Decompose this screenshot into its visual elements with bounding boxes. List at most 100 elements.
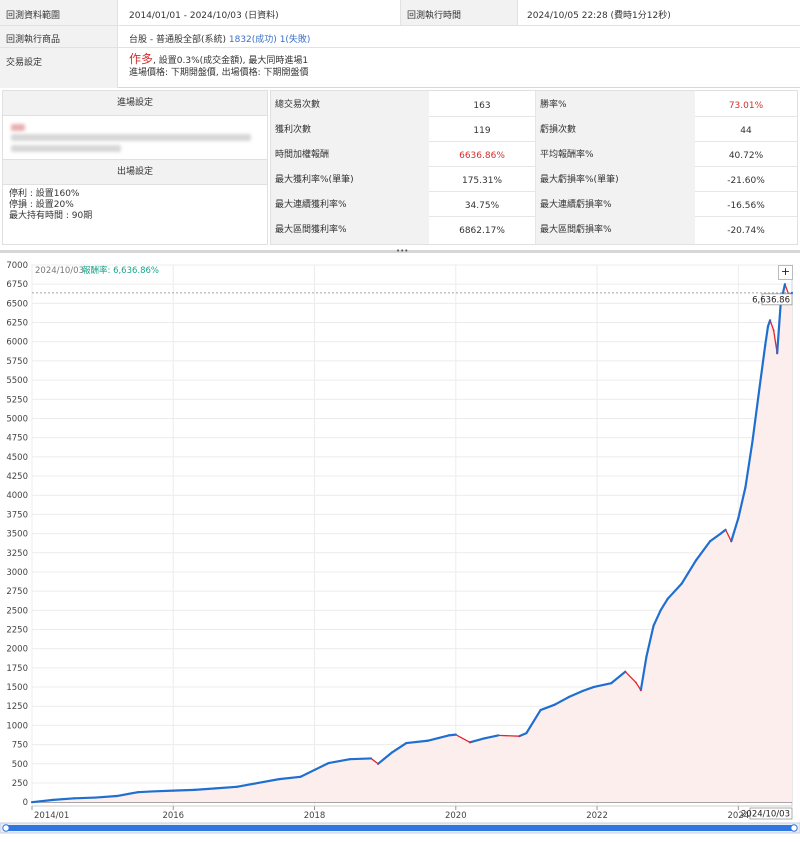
equity-segment-up — [299, 768, 316, 778]
stat-value: 6862.17% — [459, 226, 505, 236]
equity-point — [764, 344, 767, 347]
equity-point — [751, 440, 754, 443]
crosshair-date-text: 2024/10/03 — [741, 810, 790, 820]
equity-segment-up — [758, 344, 767, 389]
y-tick-label: 5750 — [6, 357, 28, 367]
product-label: 回測執行商品 — [0, 26, 118, 48]
stats-row: 時間加權報酬 6636.86% 平均報酬率% 40.72% — [271, 141, 797, 167]
equity-point — [483, 737, 485, 740]
y-tick-label: 7000 — [6, 261, 28, 271]
range-left-handle[interactable] — [2, 824, 10, 832]
product-success-link[interactable]: 1832(成功) — [228, 35, 277, 45]
stat-value: 163 — [473, 101, 491, 111]
exit-max-hold: 最大持有時間 : 90期 — [9, 211, 93, 221]
equity-point — [695, 559, 697, 562]
summary-section: 進場設定 出場設定 停利 : 設置160% 停損 : 設置20% 最大持有時間 … — [2, 90, 798, 245]
stats-row: 最大獲利率%(單筆) 175.31% 最大虧損率%(單筆) -21.60% — [271, 166, 797, 192]
product-fail-link[interactable]: 1(失敗) — [279, 35, 311, 45]
equity-point — [784, 283, 786, 286]
stats-row: 獲利次數 119 虧損次數 44 — [271, 116, 797, 142]
y-tick-label: 4250 — [6, 472, 28, 482]
equity-segment-up — [256, 778, 281, 785]
y-tick-label: 2250 — [6, 626, 28, 636]
stat-label: 最大連續獲利率% — [271, 191, 429, 216]
equity-point — [645, 655, 648, 658]
equity-point — [791, 291, 793, 294]
equity-segment-up — [581, 685, 595, 692]
last-value-tag — [761, 293, 793, 306]
y-tick-label: 4750 — [6, 434, 28, 444]
return-chart-svg: 0 250 500 750 1000 1250 1500 1750 2000 2250 2500 27… — [0, 261, 800, 834]
equity-segment-up — [482, 734, 500, 740]
stat-value: -16.56% — [727, 201, 765, 211]
equity-point — [680, 582, 683, 585]
equity-segment-up — [652, 609, 662, 627]
equity-point — [313, 769, 316, 771]
equity-segment-up — [115, 791, 140, 798]
exit-take-profit: 停利 : 設置160% — [9, 189, 80, 199]
exit-settings-header: 出場設定 — [3, 159, 267, 185]
equity-point — [214, 787, 217, 790]
equity-segment-down — [497, 734, 521, 737]
y-tick-label: 250 — [12, 779, 28, 789]
equity-segment-up — [764, 325, 770, 347]
equity-segment-up — [659, 597, 669, 612]
grip-icon[interactable]: ••• — [396, 247, 409, 255]
equity-point — [327, 762, 330, 764]
equity-point — [31, 801, 33, 804]
entry-settings-redacted — [3, 116, 267, 159]
x-tick-label: 2016 — [162, 811, 184, 821]
equity-point — [497, 734, 500, 737]
y-tick-label: 2750 — [6, 587, 28, 597]
range-right-handle[interactable] — [790, 824, 798, 832]
exit-stop-loss: 停損 : 設置20% — [9, 200, 74, 210]
equity-segment-up — [639, 655, 648, 692]
equity-segment-up — [766, 319, 772, 328]
equity-point — [278, 778, 281, 781]
y-tick-label: 3250 — [6, 549, 28, 559]
equity-point — [767, 325, 769, 328]
equity-area — [32, 284, 792, 803]
stat-label: 總交易次數 — [271, 91, 429, 116]
equity-point — [405, 742, 408, 744]
stat-label: 虧損次數 — [535, 116, 695, 141]
x-tick-label: 2022 — [586, 811, 608, 821]
trade-value: 作多, 設置0.3%(成交金額), 最大同時進場1 進場價格: 下期開盤價, 出… — [129, 52, 309, 78]
equity-segment-up — [447, 733, 457, 737]
exec-time-value: 2024/10/05 22:28 (費時1分12秒) — [527, 11, 671, 21]
settings-panel: 進場設定 出場設定 停利 : 設置160% 停損 : 設置20% 最大持有時間 … — [2, 90, 268, 245]
equity-point — [469, 741, 471, 744]
equity-point — [370, 757, 372, 760]
equity-point — [377, 762, 379, 765]
equity-point — [193, 788, 196, 791]
equity-segment-up — [518, 731, 528, 738]
equity-point — [94, 796, 97, 799]
equity-segment-up — [468, 737, 486, 744]
stats-row: 總交易次數 163 勝率% 73.01% — [271, 91, 797, 117]
info-row-range: 回測資料範圍 2014/01/01 - 2024/10/03 (日資料) 回測執… — [0, 0, 800, 25]
range-scrollbar-thumb[interactable] — [6, 825, 794, 831]
equity-segment-up — [214, 785, 238, 790]
equity-point — [758, 386, 761, 389]
equity-segment-up — [525, 708, 542, 735]
y-tick-label: 3500 — [6, 530, 28, 540]
stat-value: 119 — [473, 126, 491, 136]
x-tick-label: 2018 — [304, 811, 326, 821]
stats-row: 最大區間獲利率% 6862.17% 最大區間虧損率% -20.74% — [271, 216, 797, 244]
crosshair-date-tag — [749, 807, 793, 820]
stat-value: 44 — [740, 126, 752, 136]
equity-segment-up — [94, 794, 118, 799]
y-tick-label: 1750 — [6, 664, 28, 674]
x-tick-label: 2020 — [445, 811, 467, 821]
equity-point — [151, 790, 153, 793]
y-tick-label: 6750 — [6, 280, 28, 290]
info-row-product: 回測執行商品 台股 - 普通股全部(系統) 1832(成功) 1(失敗) — [0, 25, 800, 48]
plus-icon[interactable]: + — [778, 265, 793, 280]
resize-divider[interactable] — [0, 250, 800, 253]
range-value: 2014/01/01 - 2024/10/03 (日資料) — [129, 11, 279, 21]
return-chart: 0 250 500 750 1000 1250 1500 1750 2000 2250 2500 27… — [0, 256, 800, 839]
equity-point — [553, 703, 556, 706]
equity-segment-down — [370, 757, 379, 765]
last-value-tag-text: 6,636.86 — [752, 295, 790, 305]
stat-label: 勝率% — [535, 91, 695, 116]
